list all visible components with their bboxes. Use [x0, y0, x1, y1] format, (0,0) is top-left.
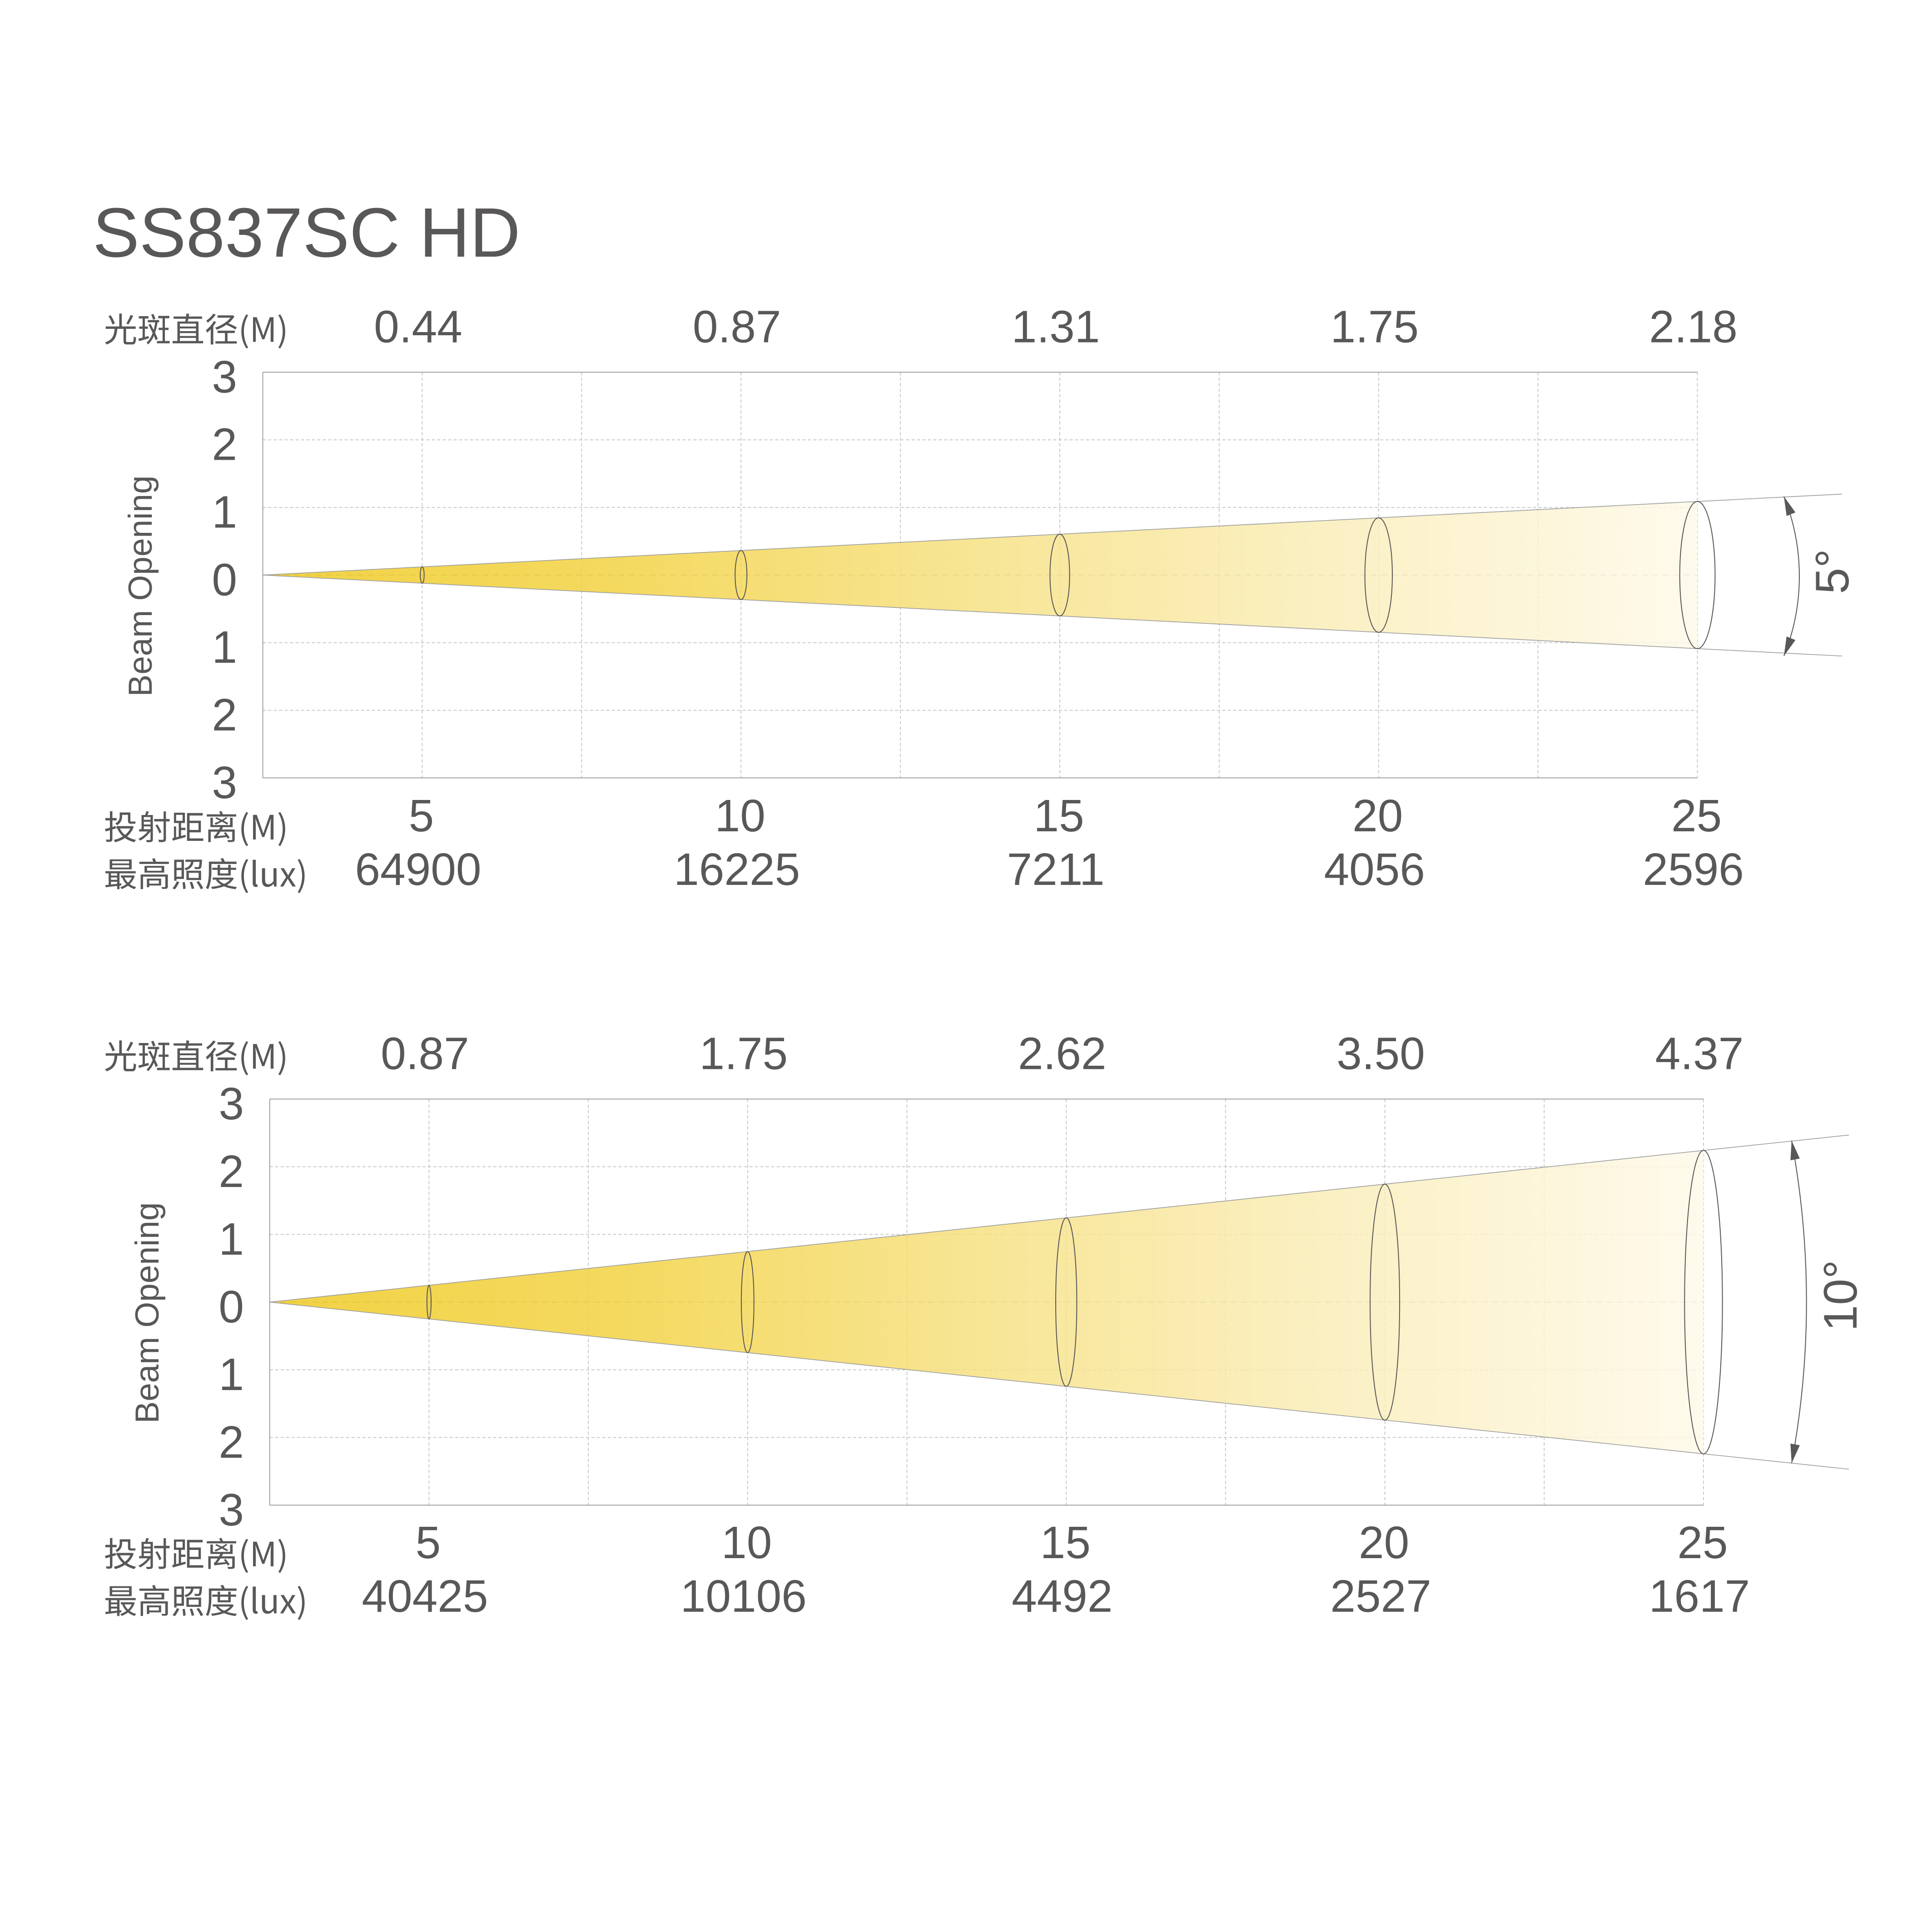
svg-text:16225: 16225 — [674, 844, 800, 895]
svg-text:3: 3 — [219, 1078, 244, 1129]
svg-text:25: 25 — [1671, 790, 1722, 841]
svg-text:2: 2 — [212, 690, 237, 740]
svg-text:2: 2 — [219, 1417, 244, 1468]
svg-text:2527: 2527 — [1330, 1571, 1431, 1622]
svg-text:Beam Opening: Beam Opening — [129, 1202, 166, 1424]
svg-text:0.87: 0.87 — [693, 302, 781, 353]
svg-text:0.87: 0.87 — [381, 1028, 469, 1079]
svg-text:1: 1 — [219, 1349, 244, 1400]
svg-text:3: 3 — [219, 1485, 244, 1535]
svg-text:4492: 4492 — [1012, 1571, 1113, 1622]
svg-text:1: 1 — [212, 622, 237, 673]
svg-text:0: 0 — [219, 1281, 244, 1332]
svg-text:15: 15 — [1033, 790, 1084, 841]
svg-text:15: 15 — [1040, 1517, 1091, 1568]
svg-text:5: 5 — [416, 1517, 441, 1568]
svg-text:3.50: 3.50 — [1336, 1028, 1425, 1079]
svg-text:SS837SC HD: SS837SC HD — [93, 194, 521, 272]
svg-text:10: 10 — [715, 790, 765, 841]
svg-text:1.31: 1.31 — [1012, 302, 1100, 353]
svg-text:4056: 4056 — [1324, 844, 1425, 895]
svg-text:20: 20 — [1352, 790, 1403, 841]
svg-text:1: 1 — [219, 1214, 244, 1265]
svg-text:0: 0 — [212, 554, 237, 605]
svg-text:2596: 2596 — [1643, 844, 1743, 895]
svg-text:64900: 64900 — [355, 844, 481, 895]
svg-text:4.37: 4.37 — [1655, 1028, 1744, 1079]
svg-text:2: 2 — [212, 419, 237, 470]
svg-text:0.44: 0.44 — [374, 302, 462, 353]
svg-text:7211: 7211 — [1007, 844, 1104, 895]
svg-text:5: 5 — [409, 790, 434, 841]
svg-text:3: 3 — [212, 757, 237, 808]
svg-text:5°: 5° — [1806, 549, 1859, 594]
svg-text:10°: 10° — [1814, 1260, 1867, 1331]
svg-text:1.75: 1.75 — [699, 1028, 788, 1079]
svg-text:10106: 10106 — [680, 1571, 807, 1622]
svg-text:10: 10 — [721, 1517, 772, 1568]
svg-text:40425: 40425 — [362, 1571, 488, 1622]
svg-text:Beam Opening: Beam Opening — [122, 476, 159, 697]
svg-text:1617: 1617 — [1649, 1571, 1750, 1622]
svg-text:1.75: 1.75 — [1330, 302, 1419, 353]
svg-text:2: 2 — [219, 1146, 244, 1197]
svg-text:2.18: 2.18 — [1649, 302, 1738, 353]
svg-text:25: 25 — [1677, 1517, 1728, 1568]
svg-text:3: 3 — [212, 352, 237, 402]
svg-text:1: 1 — [212, 487, 237, 538]
svg-text:20: 20 — [1359, 1517, 1409, 1568]
svg-text:2.62: 2.62 — [1018, 1028, 1107, 1079]
